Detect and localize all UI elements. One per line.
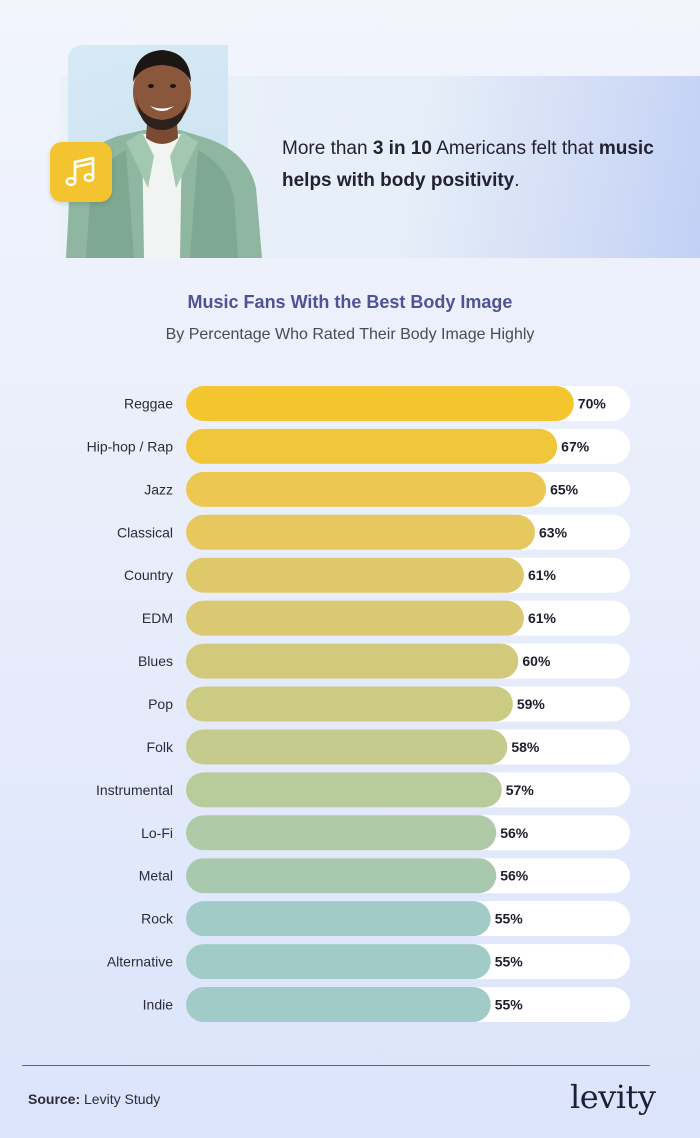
chart-subtitle: By Percentage Who Rated Their Body Image… [165, 326, 535, 343]
category-label: Blues [138, 653, 173, 669]
hero-text-pre: More than [282, 138, 373, 159]
value-label: 57% [506, 782, 535, 798]
value-label: 60% [522, 653, 551, 669]
category-label: Classical [117, 524, 173, 540]
category-label: Alternative [107, 954, 173, 970]
bar [186, 729, 508, 765]
category-label: Rock [141, 911, 174, 927]
footer-divider [22, 1065, 650, 1066]
value-label: 56% [500, 825, 529, 841]
hero-text-claim: music helps with body positivity [282, 138, 654, 191]
chart-title: Music Fans With the Best Body Image [187, 292, 513, 312]
category-label: Indie [143, 997, 174, 1013]
category-label: Reggae [124, 396, 173, 412]
category-label: Folk [147, 739, 174, 755]
source-note: Source: Levity Study [28, 1091, 160, 1107]
bar [186, 643, 519, 679]
bar [186, 428, 558, 464]
category-label: Lo-Fi [141, 825, 173, 841]
hero-text-post: . [514, 170, 520, 191]
hero-banner: More than 3 in 10 Americans felt that mu… [0, 0, 700, 258]
bar [186, 944, 491, 980]
bar [186, 686, 513, 722]
value-label: 55% [495, 954, 524, 970]
person-photo [66, 50, 262, 258]
category-label: Jazz [144, 481, 173, 497]
music-note-icon [65, 156, 95, 187]
value-label: 59% [517, 696, 546, 712]
value-label: 65% [550, 481, 579, 497]
bar [186, 514, 536, 550]
hero-text-stat: 3 in 10 [372, 138, 432, 159]
hero-text-mid: Americans felt that [431, 138, 599, 159]
value-label: 58% [511, 739, 540, 755]
bar [186, 600, 524, 636]
value-label: 67% [561, 438, 590, 454]
category-label: EDM [142, 610, 173, 626]
category-label: Country [124, 567, 173, 583]
bar [186, 815, 497, 851]
value-label: 56% [500, 868, 529, 884]
value-label: 70% [578, 396, 607, 412]
category-label: Pop [148, 696, 173, 712]
bar [186, 471, 547, 507]
bar [186, 386, 574, 421]
hero-statement: More than 3 in 10 Americans felt that mu… [282, 133, 682, 197]
source-label: Source: [28, 1091, 81, 1107]
value-label: 55% [495, 911, 524, 927]
value-label: 55% [495, 997, 524, 1013]
bar [186, 772, 502, 808]
source-value: Levity Study [80, 1091, 161, 1107]
category-label: Instrumental [96, 782, 173, 798]
levity-logo: levity [570, 1078, 656, 1116]
category-label: Metal [139, 868, 173, 884]
value-label: 61% [528, 610, 557, 626]
bar [186, 901, 491, 937]
value-label: 63% [539, 524, 568, 540]
bar [186, 858, 497, 894]
music-badge [50, 142, 112, 202]
bar [186, 987, 491, 1023]
value-label: 61% [528, 567, 557, 583]
bar [186, 557, 524, 593]
category-label: Hip-hop / Rap [87, 438, 174, 454]
